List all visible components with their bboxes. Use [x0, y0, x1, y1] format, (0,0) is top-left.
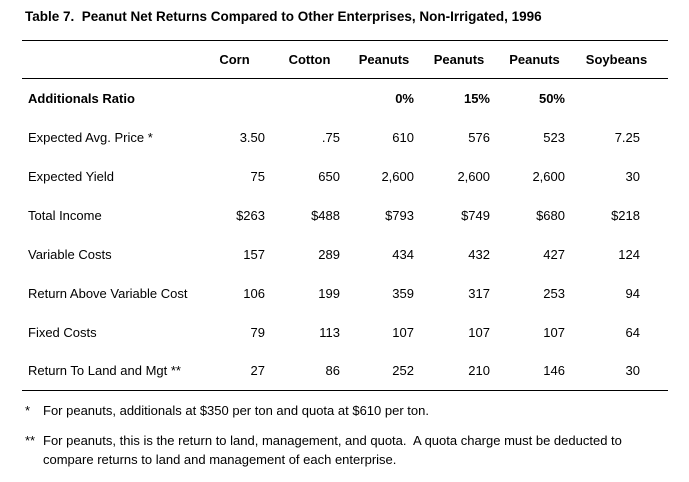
cell-value: 50%	[538, 90, 565, 106]
footnote-text: For peanuts, this is the return to land,…	[43, 433, 626, 467]
table-row-expected-avg-price: Expected Avg. Price * 3.50 .75 610 576 5…	[22, 118, 668, 157]
cell-value: 106	[243, 285, 265, 301]
cell-value: $218	[611, 207, 640, 223]
footnote-text: For peanuts, additionals at $350 per ton…	[43, 403, 429, 418]
cell-value: $488	[311, 207, 340, 223]
table-row-return-to-land-and-mgt: Return To Land and Mgt ** 27 86 252 210 …	[22, 352, 668, 391]
cell-value: 610	[392, 129, 414, 145]
cell-value: 27	[250, 363, 265, 379]
cell-value: $680	[536, 207, 565, 223]
row-label: Fixed Costs	[28, 324, 97, 340]
cell-value: 124	[618, 246, 640, 262]
cell-value: 650	[318, 168, 340, 184]
table-row-variable-costs: Variable Costs 157 289 434 432 427 124	[22, 235, 668, 274]
cell-value	[579, 79, 668, 118]
column-header-soybeans: Soybeans	[585, 52, 648, 67]
column-header-peanuts-3: Peanuts	[509, 52, 560, 67]
cell-value: 30	[625, 168, 640, 184]
cell-value: 3.50	[239, 129, 265, 145]
cell-value: 107	[468, 324, 490, 340]
cell-value: $793	[385, 207, 414, 223]
row-label: Additionals Ratio	[28, 90, 135, 106]
cell-value: 253	[543, 285, 565, 301]
row-label: Return Above Variable Cost	[28, 285, 188, 301]
header-row: Corn Cotton Peanuts Peanuts Peanuts Soyb…	[22, 40, 668, 79]
cell-value: 157	[243, 246, 265, 262]
table-row-fixed-costs: Fixed Costs 79 113 107 107 107 64	[22, 313, 668, 352]
table-row-total-income: Total Income $263 $488 $793 $749 $680 $2…	[22, 196, 668, 235]
cell-value: 2,600	[457, 168, 490, 184]
cell-value: 2,600	[532, 168, 565, 184]
column-header-corn: Corn	[219, 52, 250, 67]
cell-value: 75	[250, 168, 265, 184]
cell-value: 64	[625, 324, 640, 340]
cell-value: 15%	[463, 90, 490, 106]
cell-value: 79	[250, 324, 265, 340]
cell-value: 210	[468, 363, 490, 379]
row-label: Expected Yield	[28, 168, 115, 184]
table-row-return-above-variable-cost: Return Above Variable Cost 106 199 359 3…	[22, 274, 668, 313]
column-header-blank	[22, 41, 204, 79]
cell-value: 252	[392, 363, 414, 379]
row-label: Variable Costs	[28, 246, 112, 262]
cell-value: 107	[543, 324, 565, 340]
cell-value: 432	[468, 246, 490, 262]
cell-value: 30	[625, 363, 640, 379]
cell-value: 427	[543, 246, 565, 262]
cell-value: 523	[543, 129, 565, 145]
cell-value: 7.25	[614, 129, 640, 145]
cell-value: 199	[318, 285, 340, 301]
table-title: Table 7. Peanut Net Returns Compared to …	[25, 9, 542, 24]
cell-value: $749	[461, 207, 490, 223]
footnote-double-asterisk: ** For peanuts, this is the return to la…	[25, 431, 673, 469]
row-label: Expected Avg. Price *	[28, 129, 153, 145]
cell-value: 434	[392, 246, 414, 262]
cell-value: 2,600	[381, 168, 414, 184]
table-row-expected-yield: Expected Yield 75 650 2,600 2,600 2,600 …	[22, 157, 668, 196]
row-label: Total Income	[28, 207, 102, 223]
cell-value	[279, 79, 354, 118]
column-header-peanuts-2: Peanuts	[433, 52, 485, 67]
cell-value: 86	[325, 363, 340, 379]
footnote-single-asterisk: * For peanuts, additionals at $350 per t…	[25, 401, 673, 420]
cell-value: .75	[321, 129, 340, 145]
cell-value: 94	[625, 285, 640, 301]
footnote-marker: *	[25, 403, 31, 418]
cell-value: 359	[392, 285, 414, 301]
column-header-peanuts-1: Peanuts	[358, 52, 410, 67]
cell-value: 0%	[395, 90, 414, 106]
cell-value: 113	[319, 324, 340, 340]
row-label: Return To Land and Mgt **	[28, 363, 181, 379]
cell-value: 317	[468, 285, 490, 301]
table-row-additionals-ratio: Additionals Ratio 0% 15% 50%	[22, 79, 668, 118]
cell-value: 289	[318, 246, 340, 262]
cell-value: $263	[236, 207, 265, 223]
cell-value: 576	[468, 129, 490, 145]
footnote-marker: **	[25, 433, 36, 448]
data-table: Corn Cotton Peanuts Peanuts Peanuts Soyb…	[22, 40, 668, 391]
cell-value	[204, 79, 279, 118]
column-header-cotton: Cotton	[288, 52, 331, 67]
cell-value: 146	[543, 363, 565, 379]
cell-value: 107	[392, 324, 414, 340]
